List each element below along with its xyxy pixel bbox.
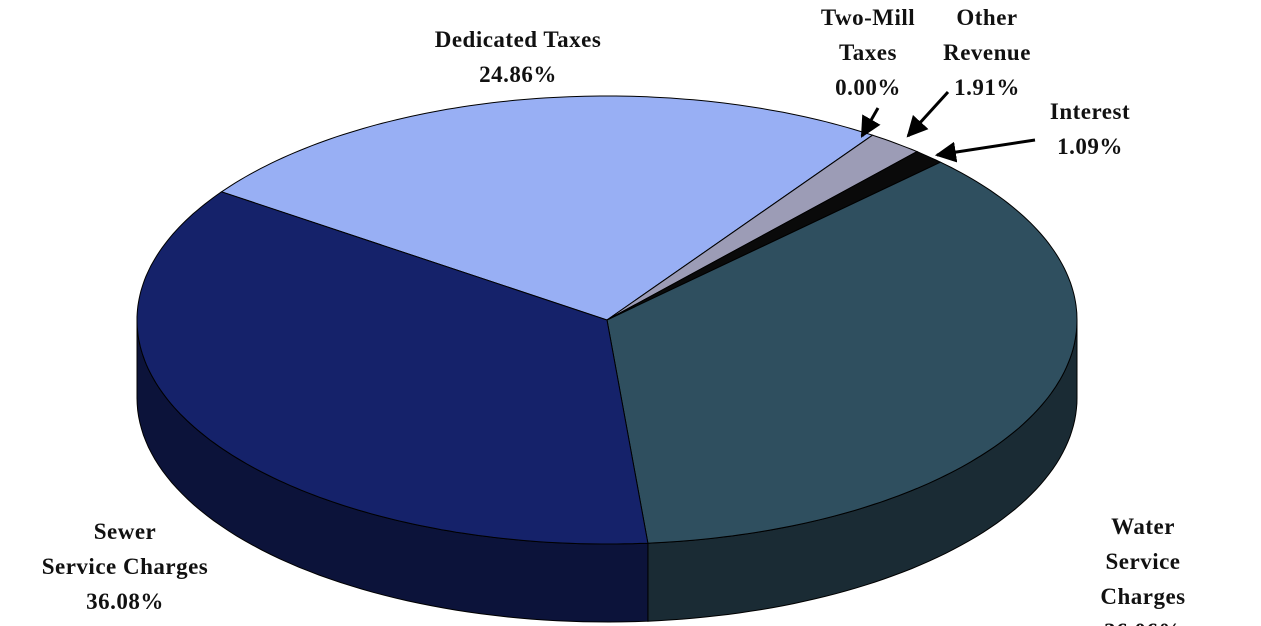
value-label: 1.09% [1057, 134, 1123, 159]
slice-label: Other Revenue 1.91% [943, 0, 1031, 105]
slice-label: Dedicated Taxes 24.86% [435, 22, 602, 92]
value-label: 0.00% [835, 75, 901, 100]
category-name: Dedicated Taxes [434, 27, 602, 52]
value-label: 24.86% [479, 62, 557, 87]
leader-arrow [934, 138, 1036, 163]
slice [136, 191, 649, 545]
slice [606, 161, 1078, 544]
category-name: Water Service Charges [1100, 514, 1186, 609]
category-name: Two-Mill Taxes [820, 5, 916, 65]
slice-label: Interest 1.09% [1050, 94, 1130, 164]
value-label: 1.91% [954, 75, 1020, 100]
leader-arrow [906, 90, 950, 138]
slice [220, 95, 874, 321]
value-label: 36.06% [1084, 614, 1202, 626]
leader-arrow [860, 107, 881, 138]
category-name: Other Revenue [943, 5, 1031, 65]
category-name: Sewer Service Charges [41, 519, 209, 579]
slice-label: Two-Mill Taxes 0.00% [821, 0, 915, 105]
slice-label: Sewer Service Charges 36.08% [42, 514, 209, 619]
value-label: 36.08% [86, 589, 164, 614]
slice-label: Water Service Charges 36.06% [1084, 509, 1202, 626]
category-name: Interest [1049, 99, 1131, 124]
